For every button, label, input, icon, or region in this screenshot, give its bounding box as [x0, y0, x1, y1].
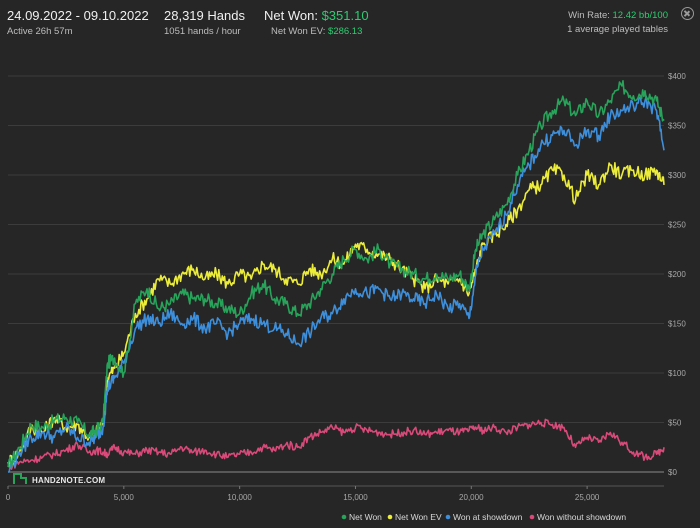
y-tick-label: $100 — [668, 369, 686, 378]
x-axis-ticks: 0 5,000 10,000 15,000 20,000 25,000 — [6, 486, 600, 502]
active-time: Active 26h 57m — [7, 26, 73, 37]
legend-label: Won at showdown — [453, 512, 523, 522]
x-tick-label: 20,000 — [459, 493, 484, 502]
chart-legend: Net Won Net Won EV Won at showdown Won with… — [341, 512, 626, 522]
date-range: 24.09.2022 - 09.10.2022 — [7, 8, 149, 23]
x-tick-label: 15,000 — [343, 493, 368, 502]
y-tick-label: $400 — [668, 72, 686, 81]
win-rate-label: Win Rate: — [568, 10, 610, 21]
hands-per-hour: 1051 hands / hour — [164, 26, 241, 37]
legend-label: Net Won EV — [395, 512, 442, 522]
series-line-3 — [7, 418, 665, 470]
y-tick-label: $50 — [668, 419, 682, 428]
net-won-label: Net Won: — [264, 8, 318, 23]
win-rate-value: 12.42 bb/100 — [612, 10, 668, 21]
win-rate-block: Win Rate: 12.42 bb/100 1 average played … — [567, 10, 668, 35]
y-tick-label: $200 — [668, 270, 686, 279]
y-tick-label: $300 — [668, 171, 686, 180]
close-icon[interactable] — [681, 7, 694, 20]
legend-label: Net Won — [349, 512, 382, 522]
tables-info: 1 average played tables — [567, 24, 668, 35]
series-line-2 — [7, 95, 665, 473]
legend-swatch — [341, 514, 347, 520]
stats-header: 24.09.2022 - 09.10.2022 Active 26h 57m 2… — [0, 0, 700, 42]
x-tick-label: 0 — [6, 493, 11, 502]
legend-swatch — [445, 514, 451, 520]
x-tick-label: 10,000 — [227, 493, 252, 502]
y-tick-label: $350 — [668, 122, 686, 131]
y-tick-label: $150 — [668, 320, 686, 329]
date-range-block: 24.09.2022 - 09.10.2022 Active 26h 57m — [7, 8, 149, 37]
hands-count: 28,319 Hands — [164, 8, 245, 23]
net-won-ev-label: Net Won EV: — [271, 26, 326, 37]
graph-chart: $0 $50 $100 $150 $200 $250 $300 $350 $400 0 5,000… — [6, 72, 687, 522]
y-tick-label: $0 — [668, 468, 677, 477]
net-won-block: Net Won: $351.10 Net Won EV: $286.13 — [264, 8, 369, 37]
y-tick-label: $250 — [668, 221, 686, 230]
hand2note-logo: HAND2NOTE.COM — [13, 473, 105, 485]
legend-label: Won without showdown — [537, 512, 626, 522]
legend-swatch — [387, 514, 393, 520]
series-line-0 — [7, 80, 665, 468]
x-tick-label: 25,000 — [575, 493, 600, 502]
series-line-1 — [7, 162, 665, 468]
hands-block: 28,319 Hands 1051 hands / hour — [164, 8, 245, 37]
x-tick-label: 5,000 — [114, 493, 135, 502]
net-won-value: $351.10 — [321, 8, 369, 23]
logo-text: HAND2NOTE.COM — [32, 476, 105, 485]
hand2note-logo-icon — [13, 473, 27, 484]
y-axis-ticks: $0 $50 $100 $150 $200 $250 $300 $350 $400 — [668, 72, 686, 477]
net-won-ev-value: $286.13 — [328, 26, 363, 37]
series-lines — [7, 80, 665, 473]
legend-swatch — [529, 514, 535, 520]
